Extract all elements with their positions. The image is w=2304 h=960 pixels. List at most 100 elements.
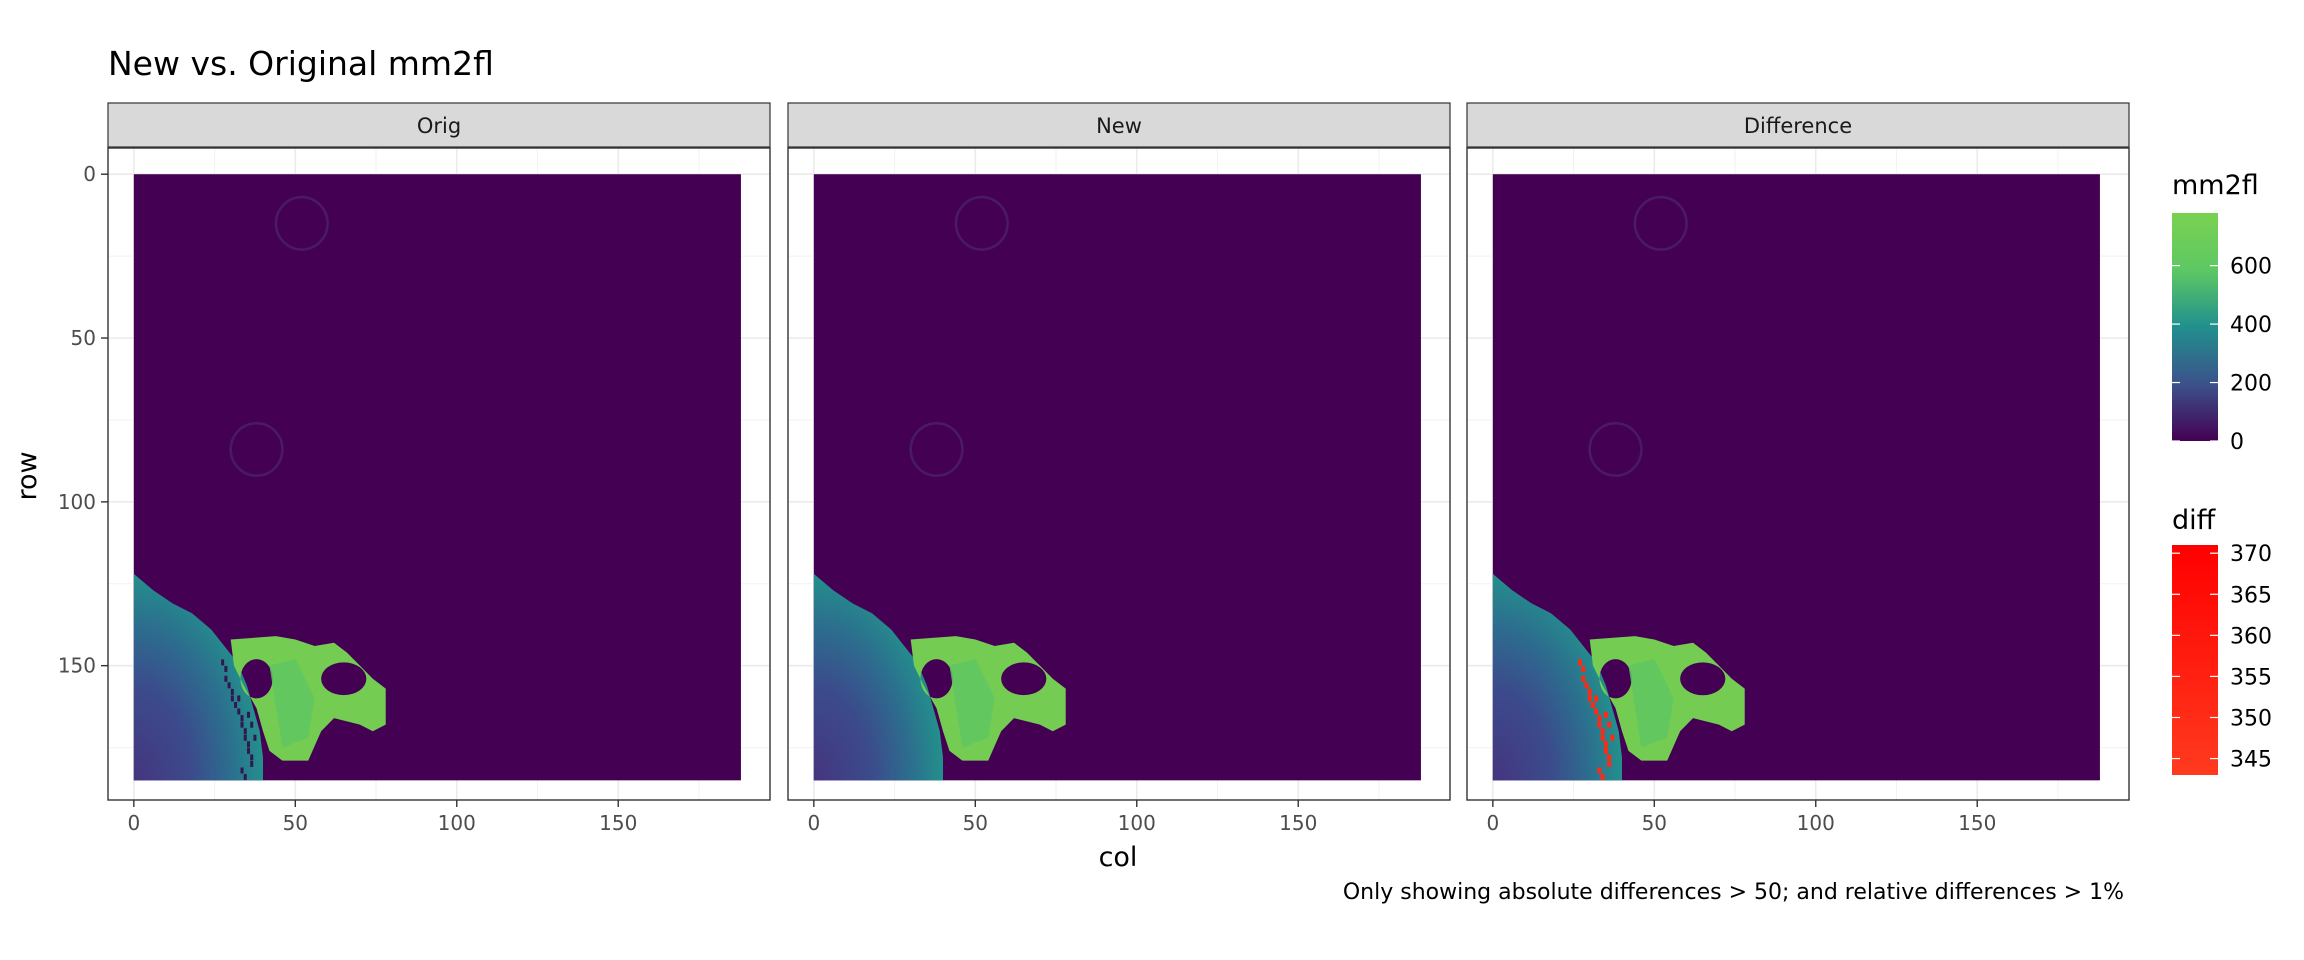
x-tick-label: 50 bbox=[963, 811, 988, 835]
diff-point bbox=[1603, 741, 1608, 748]
diff-point bbox=[1597, 767, 1602, 774]
bright-blob-shade bbox=[1628, 659, 1674, 748]
diff-point bbox=[1607, 721, 1612, 728]
gradient-fan-region bbox=[133, 573, 264, 781]
diff-point bbox=[1597, 721, 1602, 728]
legend-tick-label: 360 bbox=[2230, 624, 2272, 649]
strip-label: Orig bbox=[417, 114, 461, 138]
panel-new: New 0 50 100 150 bbox=[787, 102, 1451, 835]
y-axis: 0 50 100 150 bbox=[58, 162, 108, 678]
x-tick-label: 0 bbox=[127, 811, 140, 835]
orig-artifact bbox=[237, 708, 241, 715]
orig-artifact bbox=[224, 665, 228, 672]
y-tick-label: 100 bbox=[58, 490, 96, 514]
orig-artifact bbox=[224, 675, 228, 682]
strip-label: New bbox=[1096, 114, 1142, 138]
x-tick-label: 150 bbox=[599, 811, 637, 835]
diff-point bbox=[1594, 708, 1599, 715]
orig-artifact bbox=[253, 734, 257, 741]
orig-artifact bbox=[243, 774, 247, 781]
orig-artifact bbox=[234, 701, 238, 708]
orig-artifact bbox=[240, 767, 244, 774]
faint-ring bbox=[1633, 195, 1688, 251]
diff-point bbox=[1581, 665, 1586, 672]
x-axis-label: col bbox=[1099, 842, 1138, 873]
diff-point bbox=[1600, 734, 1605, 741]
y-tick-label: 0 bbox=[83, 162, 96, 186]
x-tick-label: 100 bbox=[1118, 811, 1156, 835]
orig-artifact bbox=[250, 754, 254, 761]
legend-tick-label: 345 bbox=[2230, 748, 2272, 773]
panel-border bbox=[1466, 147, 2130, 801]
strip-label: Difference bbox=[1744, 114, 1852, 138]
panel-border bbox=[787, 147, 1451, 801]
diff-point bbox=[1603, 711, 1608, 718]
x-tick-label: 100 bbox=[1797, 811, 1835, 835]
orig-artifact bbox=[246, 711, 250, 718]
orig-artifact bbox=[243, 728, 247, 735]
diff-point bbox=[1578, 659, 1583, 666]
faint-ring bbox=[909, 421, 964, 477]
diff-point bbox=[1581, 675, 1586, 682]
legend-tick-label: 400 bbox=[2230, 313, 2272, 338]
bright-blob-shade bbox=[949, 659, 995, 748]
diff-point bbox=[1607, 754, 1612, 761]
x-axis: 0 50 100 150 bbox=[1486, 800, 1996, 835]
orig-artifact bbox=[246, 741, 250, 748]
legend-tick-label: 200 bbox=[2230, 372, 2272, 397]
legend-title: mm2fl bbox=[2172, 170, 2259, 201]
x-tick-label: 150 bbox=[1958, 811, 1996, 835]
x-tick-label: 50 bbox=[1642, 811, 1667, 835]
x-tick-label: 150 bbox=[1279, 811, 1317, 835]
legend-diff: diff 345 350 355 360 365 370 bbox=[2172, 505, 2272, 775]
gradient-fan-region bbox=[813, 573, 944, 781]
y-axis-label: row bbox=[12, 451, 43, 500]
diff-point bbox=[1594, 695, 1599, 702]
orig-artifact bbox=[227, 682, 231, 689]
faint-ring bbox=[954, 195, 1009, 251]
panel-border bbox=[107, 147, 771, 801]
legend-tick-label: 365 bbox=[2230, 583, 2272, 608]
diff-point bbox=[1587, 695, 1592, 702]
diff-point bbox=[1610, 734, 1615, 741]
diff-point bbox=[1600, 774, 1605, 781]
orig-artifact bbox=[250, 760, 254, 767]
strip-background bbox=[107, 102, 771, 148]
legend-mm2fl: mm2fl 0 200 400 600 bbox=[2172, 170, 2272, 455]
legend-tick-label: 600 bbox=[2230, 255, 2272, 280]
diff-point bbox=[1587, 688, 1592, 695]
y-tick-label: 50 bbox=[71, 326, 96, 350]
x-tick-label: 0 bbox=[807, 811, 820, 835]
strip-background bbox=[787, 102, 1451, 148]
orig-artifact bbox=[240, 721, 244, 728]
legend-tick-label: 350 bbox=[2230, 707, 2272, 732]
orig-artifact bbox=[230, 695, 234, 702]
faint-ring bbox=[229, 421, 284, 477]
diff-point bbox=[1590, 701, 1595, 708]
chart-title: New vs. Original mm2fl bbox=[108, 44, 494, 83]
legend-tick-label: 355 bbox=[2230, 665, 2272, 690]
diff-point bbox=[1597, 715, 1602, 722]
orig-artifact bbox=[230, 688, 234, 695]
orig-artifact bbox=[250, 721, 254, 728]
x-tick-label: 100 bbox=[438, 811, 476, 835]
panel-orig: Orig 0 50 100 150 0 50 100 150 bbox=[58, 102, 771, 835]
strip-background bbox=[1466, 102, 2130, 148]
legend-tick-label: 370 bbox=[2230, 542, 2272, 567]
diff-point bbox=[1600, 728, 1605, 735]
chart-caption: Only showing absolute differences > 50; … bbox=[1342, 880, 2124, 905]
legend-tick-label: 0 bbox=[2230, 430, 2244, 455]
orig-artifact bbox=[240, 715, 244, 722]
orig-artifact bbox=[237, 695, 241, 702]
legend-title: diff bbox=[2172, 505, 2217, 536]
faint-ring bbox=[274, 195, 329, 251]
legend-colorbar bbox=[2172, 213, 2218, 441]
panels-group: Orig 0 50 100 150 0 50 100 150 New 0 50 100 150 Differ… bbox=[58, 102, 2130, 835]
faint-ring bbox=[1588, 421, 1643, 477]
gradient-fan-region bbox=[1492, 573, 1623, 781]
y-tick-label: 150 bbox=[58, 654, 96, 678]
x-axis: 0 50 100 150 bbox=[127, 800, 637, 835]
orig-artifact bbox=[243, 734, 247, 741]
diff-point bbox=[1584, 682, 1589, 689]
